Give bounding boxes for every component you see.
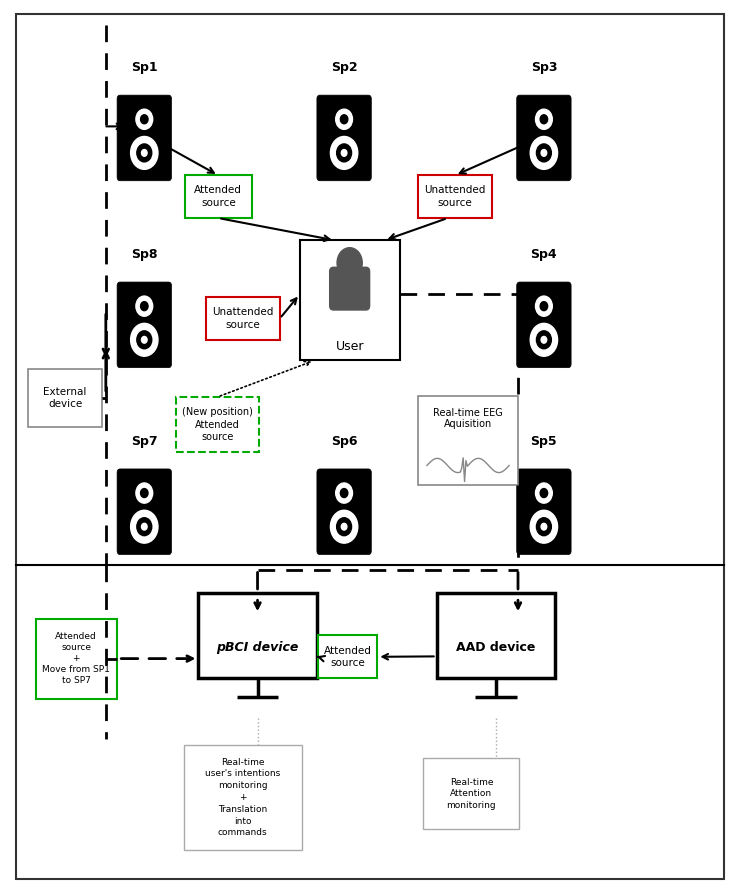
Text: Real-time
Attention
monitoring: Real-time Attention monitoring [446,778,497,810]
FancyBboxPatch shape [517,95,571,181]
Bar [300,240,400,360]
FancyBboxPatch shape [317,95,371,181]
Circle shape [540,489,548,498]
Text: Sp2: Sp2 [331,61,357,74]
Circle shape [337,518,351,536]
Circle shape [531,136,557,169]
Text: Sp3: Sp3 [531,61,557,74]
Circle shape [541,523,547,530]
Bar [198,593,317,677]
FancyBboxPatch shape [317,469,371,554]
Text: Attended
source
+
Move from SP1
to SP7: Attended source + Move from SP1 to SP7 [42,632,110,685]
Text: External
device: External device [44,387,87,409]
Circle shape [141,523,147,530]
Circle shape [340,115,348,124]
Text: Attended
source: Attended source [195,185,242,208]
Text: (New position)
Attended
source: (New position) Attended source [182,407,253,442]
Bar [184,745,302,850]
Circle shape [336,109,352,129]
FancyBboxPatch shape [117,469,172,554]
Circle shape [141,336,147,344]
Circle shape [137,331,152,349]
Bar [418,396,518,485]
Bar [206,297,280,340]
Text: AAD device: AAD device [456,641,536,654]
Text: Sp5: Sp5 [531,434,557,448]
Bar [36,619,117,699]
Circle shape [336,483,352,503]
Circle shape [331,136,357,169]
Circle shape [141,489,148,498]
Text: Unattended
source: Unattended source [425,185,485,208]
FancyBboxPatch shape [517,469,571,554]
Circle shape [131,323,158,356]
Circle shape [531,323,557,356]
Bar [176,397,259,452]
Circle shape [540,115,548,124]
Text: Sp7: Sp7 [131,434,158,448]
Circle shape [136,296,152,316]
Text: Sp8: Sp8 [131,247,158,261]
Circle shape [341,523,347,530]
FancyBboxPatch shape [517,282,571,368]
Circle shape [341,150,347,157]
Circle shape [541,336,547,344]
Circle shape [536,144,551,162]
Text: Unattended
source: Unattended source [212,307,273,330]
Bar [28,369,102,427]
Circle shape [536,109,552,129]
Bar [418,175,492,218]
Circle shape [141,150,147,157]
Circle shape [541,150,547,157]
FancyBboxPatch shape [117,95,172,181]
Text: Real-time
user's intentions
monitoring
+
Translation
into
commands: Real-time user's intentions monitoring +… [205,757,280,837]
Circle shape [136,483,152,503]
Circle shape [337,144,351,162]
Circle shape [536,518,551,536]
Bar [423,758,519,829]
Bar [318,635,377,678]
Circle shape [536,331,551,349]
Circle shape [331,510,357,543]
Circle shape [141,115,148,124]
Circle shape [536,296,552,316]
Circle shape [141,302,148,311]
FancyBboxPatch shape [117,282,172,368]
Circle shape [136,109,152,129]
Bar [185,175,252,218]
Bar [437,593,555,677]
Circle shape [131,510,158,543]
Circle shape [540,302,548,311]
Text: User: User [335,340,364,352]
Circle shape [531,510,557,543]
Text: pBCI device: pBCI device [216,641,299,654]
Circle shape [536,483,552,503]
FancyBboxPatch shape [330,267,370,310]
Circle shape [131,136,158,169]
Text: Real-time EEG
Aquisition: Real-time EEG Aquisition [433,408,503,429]
Text: Attended
source: Attended source [324,645,371,668]
Text: Sp4: Sp4 [531,247,557,261]
Circle shape [137,518,152,536]
Circle shape [340,489,348,498]
Text: Sp6: Sp6 [331,434,357,448]
Circle shape [137,144,152,162]
Text: Sp1: Sp1 [131,61,158,74]
Circle shape [337,247,363,278]
